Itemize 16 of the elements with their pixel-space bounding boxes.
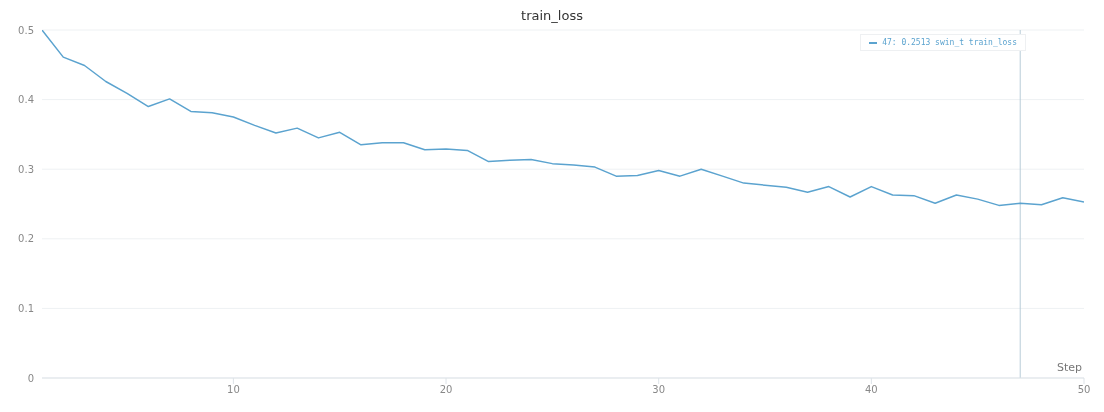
x-tick-label: 40 [864,384,878,396]
chart-title: train_loss [520,8,584,23]
y-tick-label: 0 [27,372,34,384]
y-tick-label: 0.2 [18,233,34,245]
y-tick-label: 0.1 [18,302,34,314]
x-tick-label: 30 [652,384,666,396]
tooltip-box: 47: 0.2513 swin_t train_loss [860,34,1026,51]
y-tick-label: 0.4 [18,94,34,106]
y-tick-label: 0.3 [18,163,34,175]
x-tick-label: 50 [1077,384,1091,396]
y-tick-label: 0.5 [18,24,34,36]
annotation: 47: 0.2513 swin_t train_loss [882,38,1017,47]
x-tick-label: 10 [227,384,240,396]
line-series [42,30,1084,207]
x-tick-label: 20 [439,384,453,396]
x-axis-title: Step [1056,361,1082,374]
